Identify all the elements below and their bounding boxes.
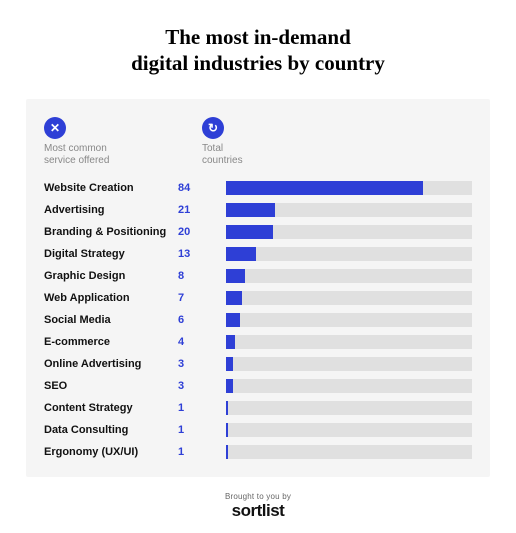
bar-row-value: 1 (174, 424, 224, 436)
bar-fill (226, 225, 273, 239)
bar-row-value: 8 (174, 270, 224, 282)
bar-row-label: Data Consulting (44, 424, 174, 436)
bar-track (226, 335, 472, 349)
bar-row-value: 84 (174, 182, 224, 194)
header-service-label: Most common service offered (44, 143, 109, 167)
bar-track (226, 313, 472, 327)
bar-row-label: E-commerce (44, 336, 174, 348)
bar-track (226, 423, 472, 437)
bar-row-label: Website Creation (44, 182, 174, 194)
footer-brand: sortlist (0, 501, 516, 521)
bar-track (226, 357, 472, 371)
bar-row-label: Web Application (44, 292, 174, 304)
bar-fill (226, 181, 423, 195)
header-count: ↻ Total countries (202, 117, 252, 167)
title-line2: digital industries by country (131, 51, 385, 75)
footer: Brought to you by sortlist (0, 492, 516, 521)
bar-row-label: Social Media (44, 314, 174, 326)
bar-track (226, 445, 472, 459)
bar-row-label: Ergonomy (UX/UI) (44, 446, 174, 458)
bar-row: Data Consulting1 (44, 419, 472, 441)
bar-row: Ergonomy (UX/UI)1 (44, 441, 472, 463)
bar-row-label: Online Advertising (44, 358, 174, 370)
bar-fill (226, 291, 242, 305)
bar-fill (226, 269, 245, 283)
bar-fill (226, 445, 228, 459)
bar-row: E-commerce4 (44, 331, 472, 353)
bar-row-value: 13 (174, 248, 224, 260)
chart-panel: ✕ Most common service offered ↻ Total co… (26, 99, 490, 477)
header-service: ✕ Most common service offered (44, 117, 174, 167)
bar-row-value: 20 (174, 226, 224, 238)
bar-row-label: Advertising (44, 204, 174, 216)
bar-track (226, 379, 472, 393)
bar-row: Content Strategy1 (44, 397, 472, 419)
bar-fill (226, 357, 233, 371)
bar-row-value: 6 (174, 314, 224, 326)
page-title: The most in-demand digital industries by… (0, 0, 516, 77)
bar-row-label: SEO (44, 380, 174, 392)
bar-row: Digital Strategy13 (44, 243, 472, 265)
title-line1: The most in-demand (165, 25, 351, 49)
bar-row: SEO3 (44, 375, 472, 397)
bar-row-label: Graphic Design (44, 270, 174, 282)
bar-fill (226, 247, 256, 261)
column-headers: ✕ Most common service offered ↻ Total co… (44, 117, 472, 167)
bar-track (226, 181, 472, 195)
bar-fill (226, 401, 228, 415)
bar-row: Website Creation84 (44, 177, 472, 199)
header-count-label: Total countries (202, 143, 243, 167)
bar-fill (226, 313, 240, 327)
bar-rows: Website Creation84Advertising21Branding … (44, 177, 472, 463)
bar-fill (226, 203, 275, 217)
bar-track (226, 247, 472, 261)
bar-row-value: 3 (174, 380, 224, 392)
bar-row: Advertising21 (44, 199, 472, 221)
bar-row-value: 1 (174, 402, 224, 414)
bar-row-label: Digital Strategy (44, 248, 174, 260)
bar-row-value: 3 (174, 358, 224, 370)
bar-row-label: Content Strategy (44, 402, 174, 414)
bar-track (226, 401, 472, 415)
bar-row-value: 4 (174, 336, 224, 348)
bar-track (226, 203, 472, 217)
bar-row-value: 21 (174, 204, 224, 216)
refresh-icon: ↻ (202, 117, 224, 139)
bar-row: Graphic Design8 (44, 265, 472, 287)
bar-fill (226, 379, 233, 393)
footer-kicker: Brought to you by (0, 492, 516, 501)
bar-row-value: 1 (174, 446, 224, 458)
x-icon: ✕ (44, 117, 66, 139)
bar-row-label: Branding & Positioning (44, 226, 174, 238)
bar-row-value: 7 (174, 292, 224, 304)
bar-row: Branding & Positioning20 (44, 221, 472, 243)
bar-fill (226, 423, 228, 437)
bar-row: Social Media6 (44, 309, 472, 331)
bar-track (226, 225, 472, 239)
bar-row: Web Application7 (44, 287, 472, 309)
bar-row: Online Advertising3 (44, 353, 472, 375)
bar-track (226, 291, 472, 305)
bar-fill (226, 335, 235, 349)
bar-track (226, 269, 472, 283)
